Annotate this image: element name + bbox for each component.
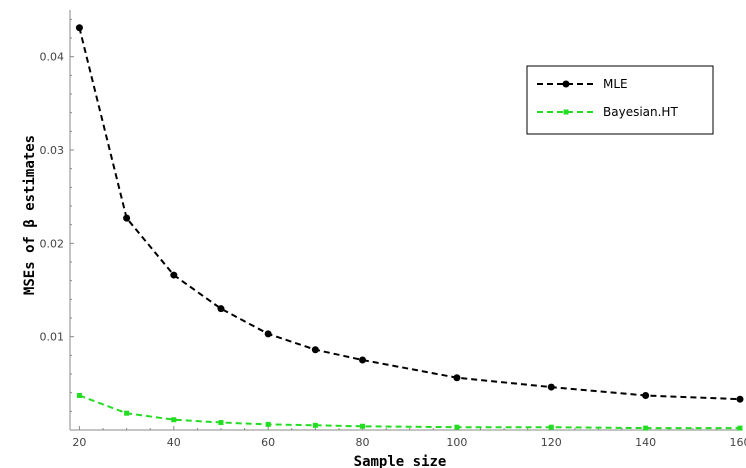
data-point — [218, 420, 224, 426]
axes: 0.01 0.02 0.03 0.04 20 40 60 80 100 120 140 160 — [40, 10, 746, 449]
data-point — [454, 424, 460, 430]
data-point — [737, 425, 743, 431]
data-point — [264, 330, 272, 338]
legend: MLE Bayesian.HT — [526, 65, 714, 135]
data-point — [312, 422, 318, 428]
data-point — [548, 424, 554, 430]
x-tick-label: 160 — [730, 436, 746, 449]
legend-label: Bayesian.HT — [603, 105, 678, 119]
data-point — [360, 423, 366, 429]
series-1 — [76, 392, 743, 431]
x-tick-label: 120 — [541, 436, 562, 449]
data-point — [642, 391, 650, 399]
legend-marker — [562, 80, 570, 88]
data-point — [170, 271, 178, 279]
x-tick-label: 60 — [261, 436, 275, 449]
legend-label: MLE — [603, 77, 628, 91]
y-tick-label: 0.04 — [40, 51, 65, 64]
data-point — [643, 425, 649, 431]
series-0 — [75, 24, 744, 403]
y-tick-label: 0.01 — [40, 331, 65, 344]
x-tick-label: 100 — [446, 436, 467, 449]
data-point — [547, 383, 555, 391]
y-tick-label: 0.02 — [40, 237, 65, 250]
data-point — [124, 410, 130, 416]
x-tick-label: 40 — [167, 436, 181, 449]
data-point — [76, 392, 82, 398]
x-axis-title: Sample size — [354, 454, 447, 468]
data-point — [359, 356, 367, 364]
data-point — [311, 346, 319, 354]
data-point — [736, 395, 744, 403]
legend-marker — [563, 109, 569, 115]
data-point — [171, 417, 177, 423]
data-point — [123, 214, 131, 222]
legend-box — [526, 65, 714, 135]
data-point — [217, 305, 225, 313]
x-tick-label: 140 — [635, 436, 656, 449]
x-tick-label: 80 — [356, 436, 370, 449]
y-axis-title: MSEs of β estimates — [22, 135, 38, 295]
y-tick-label: 0.03 — [40, 144, 65, 157]
series-layer — [75, 24, 744, 431]
data-point — [75, 24, 83, 32]
data-point — [453, 374, 461, 382]
data-point — [265, 421, 271, 427]
series-line — [79, 394, 740, 430]
x-tick-label: 20 — [72, 436, 86, 449]
